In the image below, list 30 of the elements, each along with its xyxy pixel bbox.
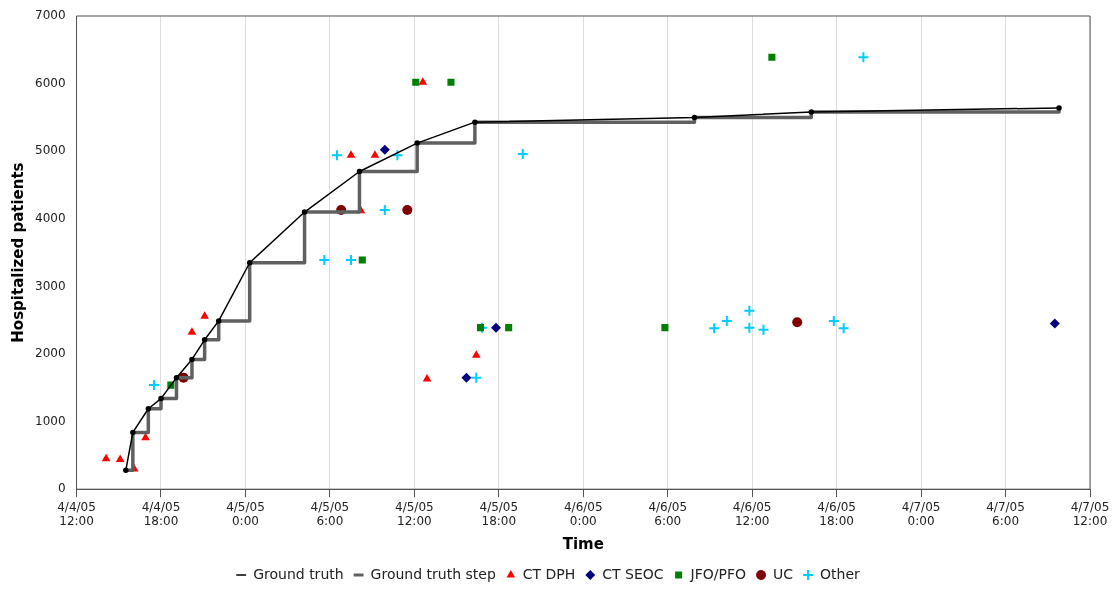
x-tick-label: 4/7/05 12:00 xyxy=(1070,499,1110,528)
y-tick-label: 0 xyxy=(57,481,66,496)
legend-label: JFO/PFO xyxy=(689,565,747,582)
x-tick-label: 4/5/05 18:00 xyxy=(479,499,519,528)
x-tick-label: 4/4/05 18:00 xyxy=(141,499,181,528)
legend-label: CT SEOC xyxy=(602,565,664,582)
x-tick-label: 4/7/05 0:00 xyxy=(901,499,941,528)
y-tick-label: 6000 xyxy=(34,75,66,90)
y-tick-label: 3000 xyxy=(34,278,66,293)
x-tick-label: 4/6/05 6:00 xyxy=(648,499,688,528)
legend-label: CT DPH xyxy=(522,565,576,582)
x-tick-label: 4/6/05 18:00 xyxy=(817,499,856,528)
x-tick-label: 4/7/05 6:00 xyxy=(986,499,1025,528)
x-axis-title: Time xyxy=(562,534,604,553)
legend-label: Ground truth xyxy=(253,565,344,582)
y-tick-label: 5000 xyxy=(34,143,66,158)
y-tick-label: 4000 xyxy=(34,210,66,225)
x-tick-label: 4/4/05 12:00 xyxy=(57,499,96,528)
legend-label: UC xyxy=(773,565,794,582)
y-tick-label: 1000 xyxy=(34,413,66,428)
x-tick-label: 4/5/05 0:00 xyxy=(226,499,265,528)
x-tick-label: 4/6/05 12:00 xyxy=(732,499,772,528)
y-tick-label: 7000 xyxy=(34,8,66,23)
x-tick-label: 4/6/05 0:00 xyxy=(563,499,603,528)
legend-label: Ground truth step xyxy=(370,565,496,582)
y-axis-title: Hospitalized patients xyxy=(8,162,27,343)
legend-label: Other xyxy=(820,565,861,582)
x-tick-label: 4/5/05 6:00 xyxy=(310,499,350,528)
x-tick-label: 4/5/05 12:00 xyxy=(395,499,434,528)
y-tick-label: 2000 xyxy=(34,346,66,361)
